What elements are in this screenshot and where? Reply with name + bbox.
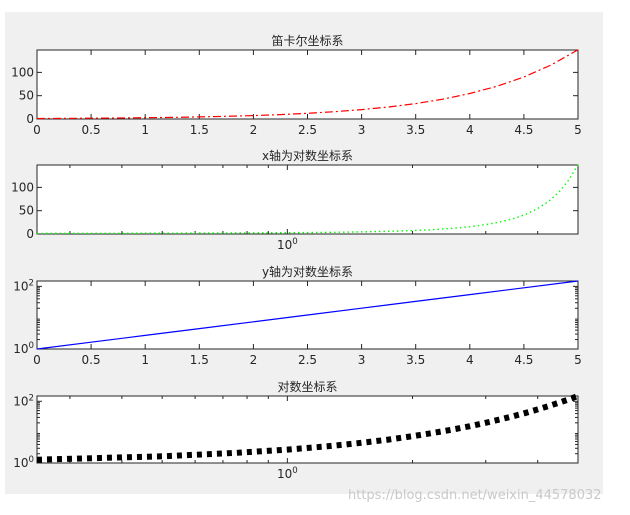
chart2-ytick-label: 100 xyxy=(11,180,34,194)
chart1-xtick-label: 5 xyxy=(574,123,582,137)
watermark: https://blog.csdn.net/weixin_44578032 xyxy=(348,488,602,503)
chart3-series-line xyxy=(36,280,579,350)
chart2-ytick-label: 50 xyxy=(19,204,34,218)
chart3-xtick-label: 2.5 xyxy=(298,353,317,367)
chart3-xtick-label: 4 xyxy=(466,353,474,367)
chart2-axes-box xyxy=(36,164,579,235)
chart3-xtick-label: 2 xyxy=(250,353,258,367)
chart4-series-line xyxy=(36,393,580,463)
chart3-xtick-label: 0 xyxy=(33,353,41,367)
chart1-xtick-label: 2 xyxy=(250,123,258,137)
chart1-xtick-label: 0 xyxy=(33,123,41,137)
chart4-title: 对数坐标系 xyxy=(277,379,337,394)
chart3-xtick-label: 3 xyxy=(358,353,366,367)
chart4-axes-box xyxy=(36,395,579,464)
chart1-xtick-label: 1 xyxy=(141,123,149,137)
chart1-xtick-label: 2.5 xyxy=(298,123,317,137)
chart2-title: x轴为对数坐标系 xyxy=(262,148,353,163)
chart1-ytick-label: 100 xyxy=(11,65,34,79)
chart1-xtick-label: 1.5 xyxy=(190,123,209,137)
chart3-xtick-label: 3.5 xyxy=(406,353,425,367)
chart4-xtick-label: 100 xyxy=(277,466,298,481)
chart4-ytick-label: 102 xyxy=(13,393,34,408)
chart1-xtick-label: 3.5 xyxy=(406,123,425,137)
chart2-xtick-label: 100 xyxy=(277,237,298,252)
chart3-xtick-label: 1.5 xyxy=(190,353,209,367)
chart1-ytick-label: 0 xyxy=(26,112,34,126)
chart4-ytick-label: 100 xyxy=(13,455,34,470)
chart3-title: y轴为对数坐标系 xyxy=(262,264,353,279)
chart2-ytick-label: 0 xyxy=(26,227,34,241)
chart3-ytick-label: 102 xyxy=(13,278,34,293)
chart1-xtick-label: 0.5 xyxy=(82,123,101,137)
chart1-axes-box xyxy=(36,49,579,120)
chart1-series-line xyxy=(36,49,579,120)
chart3-xtick-label: 1 xyxy=(141,353,149,367)
chart1-ytick-label: 50 xyxy=(19,89,34,103)
chart3-xtick-label: 0.5 xyxy=(82,353,101,367)
chart3-ytick-label: 100 xyxy=(13,341,34,356)
chart2-series-line xyxy=(36,164,579,235)
chart1-title: 笛卡尔坐标系 xyxy=(271,33,343,48)
chart1-xtick-label: 4 xyxy=(466,123,474,137)
chart3-xtick-label: 4.5 xyxy=(514,353,533,367)
chart3-xtick-label: 5 xyxy=(574,353,582,367)
chart1-xtick-label: 4.5 xyxy=(514,123,533,137)
chart1-xtick-label: 3 xyxy=(358,123,366,137)
